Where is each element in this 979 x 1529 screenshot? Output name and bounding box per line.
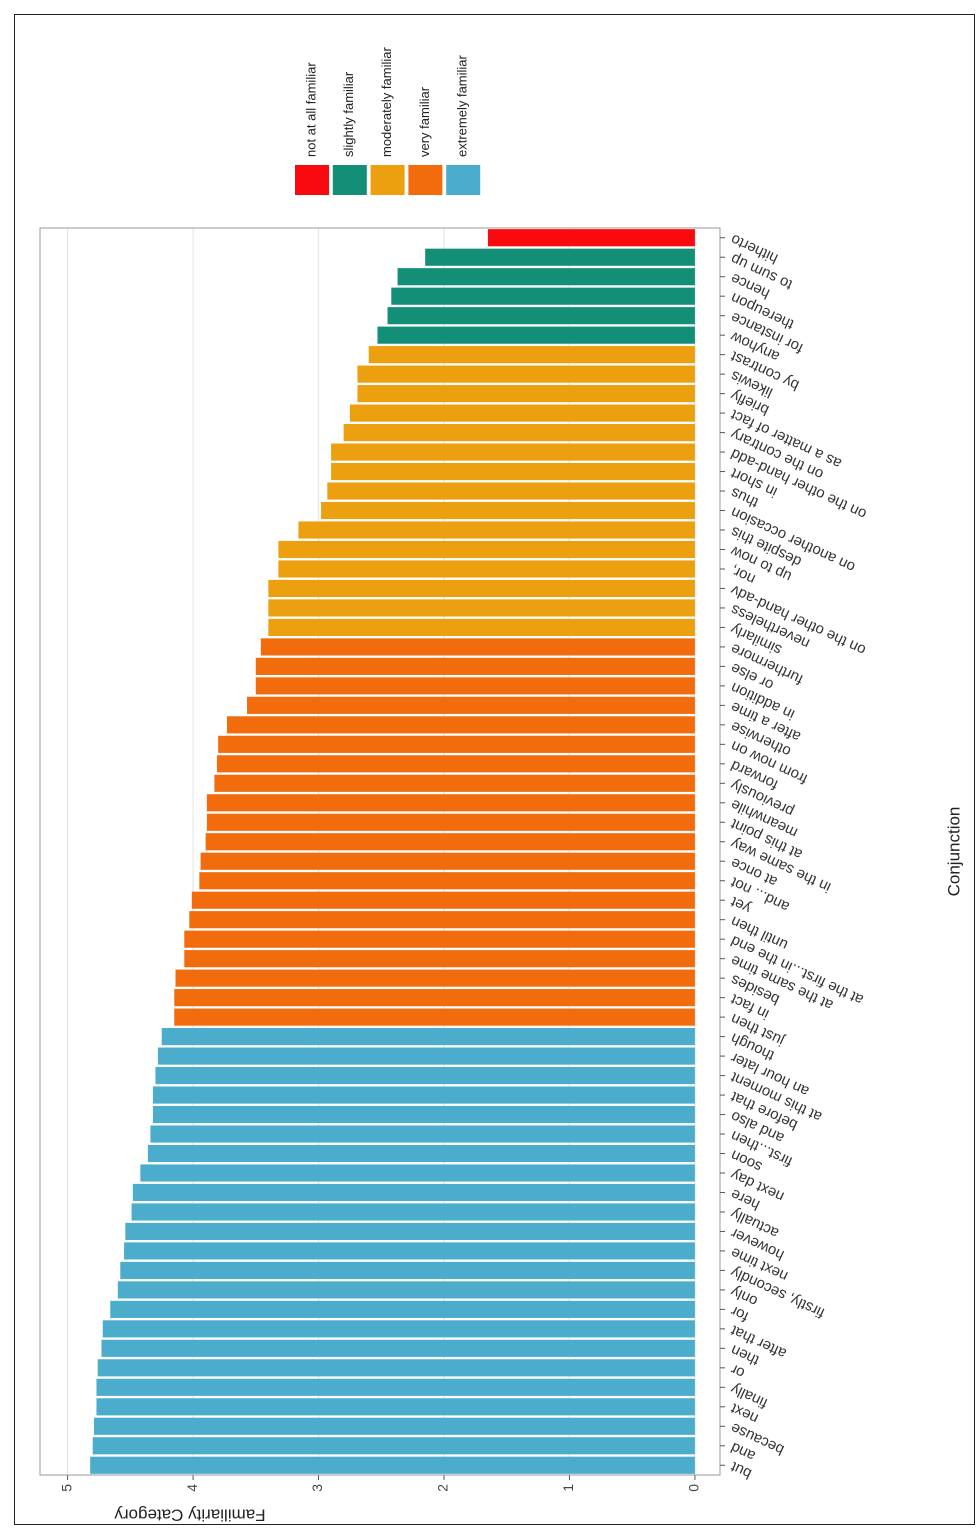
bar	[260, 638, 695, 656]
y-tick-label: 0	[686, 1484, 702, 1492]
bar	[117, 1281, 695, 1299]
bar	[255, 657, 695, 675]
bar	[97, 1359, 695, 1377]
bar	[152, 1105, 695, 1124]
bar	[268, 599, 695, 617]
bar	[391, 287, 695, 305]
bar	[90, 1456, 695, 1474]
bar	[357, 365, 695, 383]
bar	[125, 1222, 695, 1241]
bar	[191, 891, 695, 909]
bar	[96, 1398, 695, 1416]
bar	[199, 872, 695, 890]
x-axis-title: Conjunction	[944, 807, 963, 897]
bar	[189, 911, 695, 929]
y-tick-label: 4	[184, 1484, 200, 1492]
bar	[268, 618, 695, 637]
bar	[206, 794, 695, 812]
bar	[96, 1378, 695, 1396]
panel-border	[39, 227, 721, 1476]
bar	[147, 1144, 695, 1163]
bar	[321, 501, 695, 520]
bar	[247, 696, 695, 714]
bar	[206, 813, 695, 831]
bar	[298, 521, 695, 539]
y-axis-title: Familiarity Category	[114, 1506, 266, 1525]
bar	[200, 852, 695, 870]
bar	[184, 930, 695, 948]
bar	[218, 735, 695, 753]
bar	[226, 716, 695, 734]
bar	[150, 1125, 695, 1143]
bar	[152, 1086, 695, 1104]
bar	[357, 385, 695, 403]
bar	[175, 969, 695, 987]
legend-label: not at all familiar	[303, 62, 318, 157]
bar	[368, 346, 695, 364]
bar	[327, 482, 695, 500]
bar	[102, 1320, 695, 1338]
y-tick-label: 3	[309, 1484, 325, 1492]
x-tick-label: or	[728, 1361, 747, 1382]
bar	[216, 755, 695, 773]
bar	[349, 404, 695, 422]
bar	[140, 1164, 695, 1182]
bar	[255, 677, 695, 695]
legend-swatch	[446, 165, 481, 195]
rotated-plot: 012345butandbecausenextfinallyorthenafte…	[39, 47, 963, 1525]
bar	[205, 833, 695, 851]
bar	[174, 989, 695, 1007]
bar	[101, 1339, 695, 1357]
bar	[184, 950, 695, 968]
panel-bg	[228, 228, 720, 1475]
legend-label: extremely familiar	[455, 54, 470, 157]
bar	[331, 443, 695, 461]
bar	[268, 579, 695, 598]
frame	[14, 14, 975, 1525]
legend-swatch	[408, 165, 443, 195]
bar	[377, 326, 695, 344]
bar	[110, 1300, 695, 1318]
bar	[214, 774, 695, 792]
bar	[278, 540, 695, 559]
bar	[397, 268, 695, 286]
bar	[131, 1203, 695, 1221]
bar	[155, 1066, 695, 1085]
y-tick-label: 1	[560, 1484, 576, 1492]
bar	[278, 560, 695, 578]
y-tick-label: 5	[58, 1484, 74, 1492]
bar	[132, 1183, 695, 1202]
bar	[157, 1047, 695, 1065]
bar	[387, 307, 695, 325]
legend-label: slightly familiar	[341, 71, 356, 157]
legend-swatch	[332, 165, 367, 195]
y-tick-label: 2	[435, 1484, 451, 1492]
bar	[120, 1261, 695, 1279]
bar	[343, 424, 695, 442]
bar	[425, 248, 695, 266]
bar	[92, 1437, 695, 1455]
bar	[161, 1028, 695, 1046]
x-tick-label: for	[728, 1302, 751, 1325]
bar	[124, 1242, 695, 1260]
legend-swatch	[295, 165, 329, 195]
bar	[487, 229, 695, 247]
legend-swatch	[370, 165, 405, 195]
bar	[93, 1417, 695, 1435]
legend-label: moderately familiar	[379, 47, 394, 157]
bar	[174, 1008, 695, 1026]
bar	[331, 462, 695, 481]
legend-label: very familiar	[417, 86, 432, 157]
